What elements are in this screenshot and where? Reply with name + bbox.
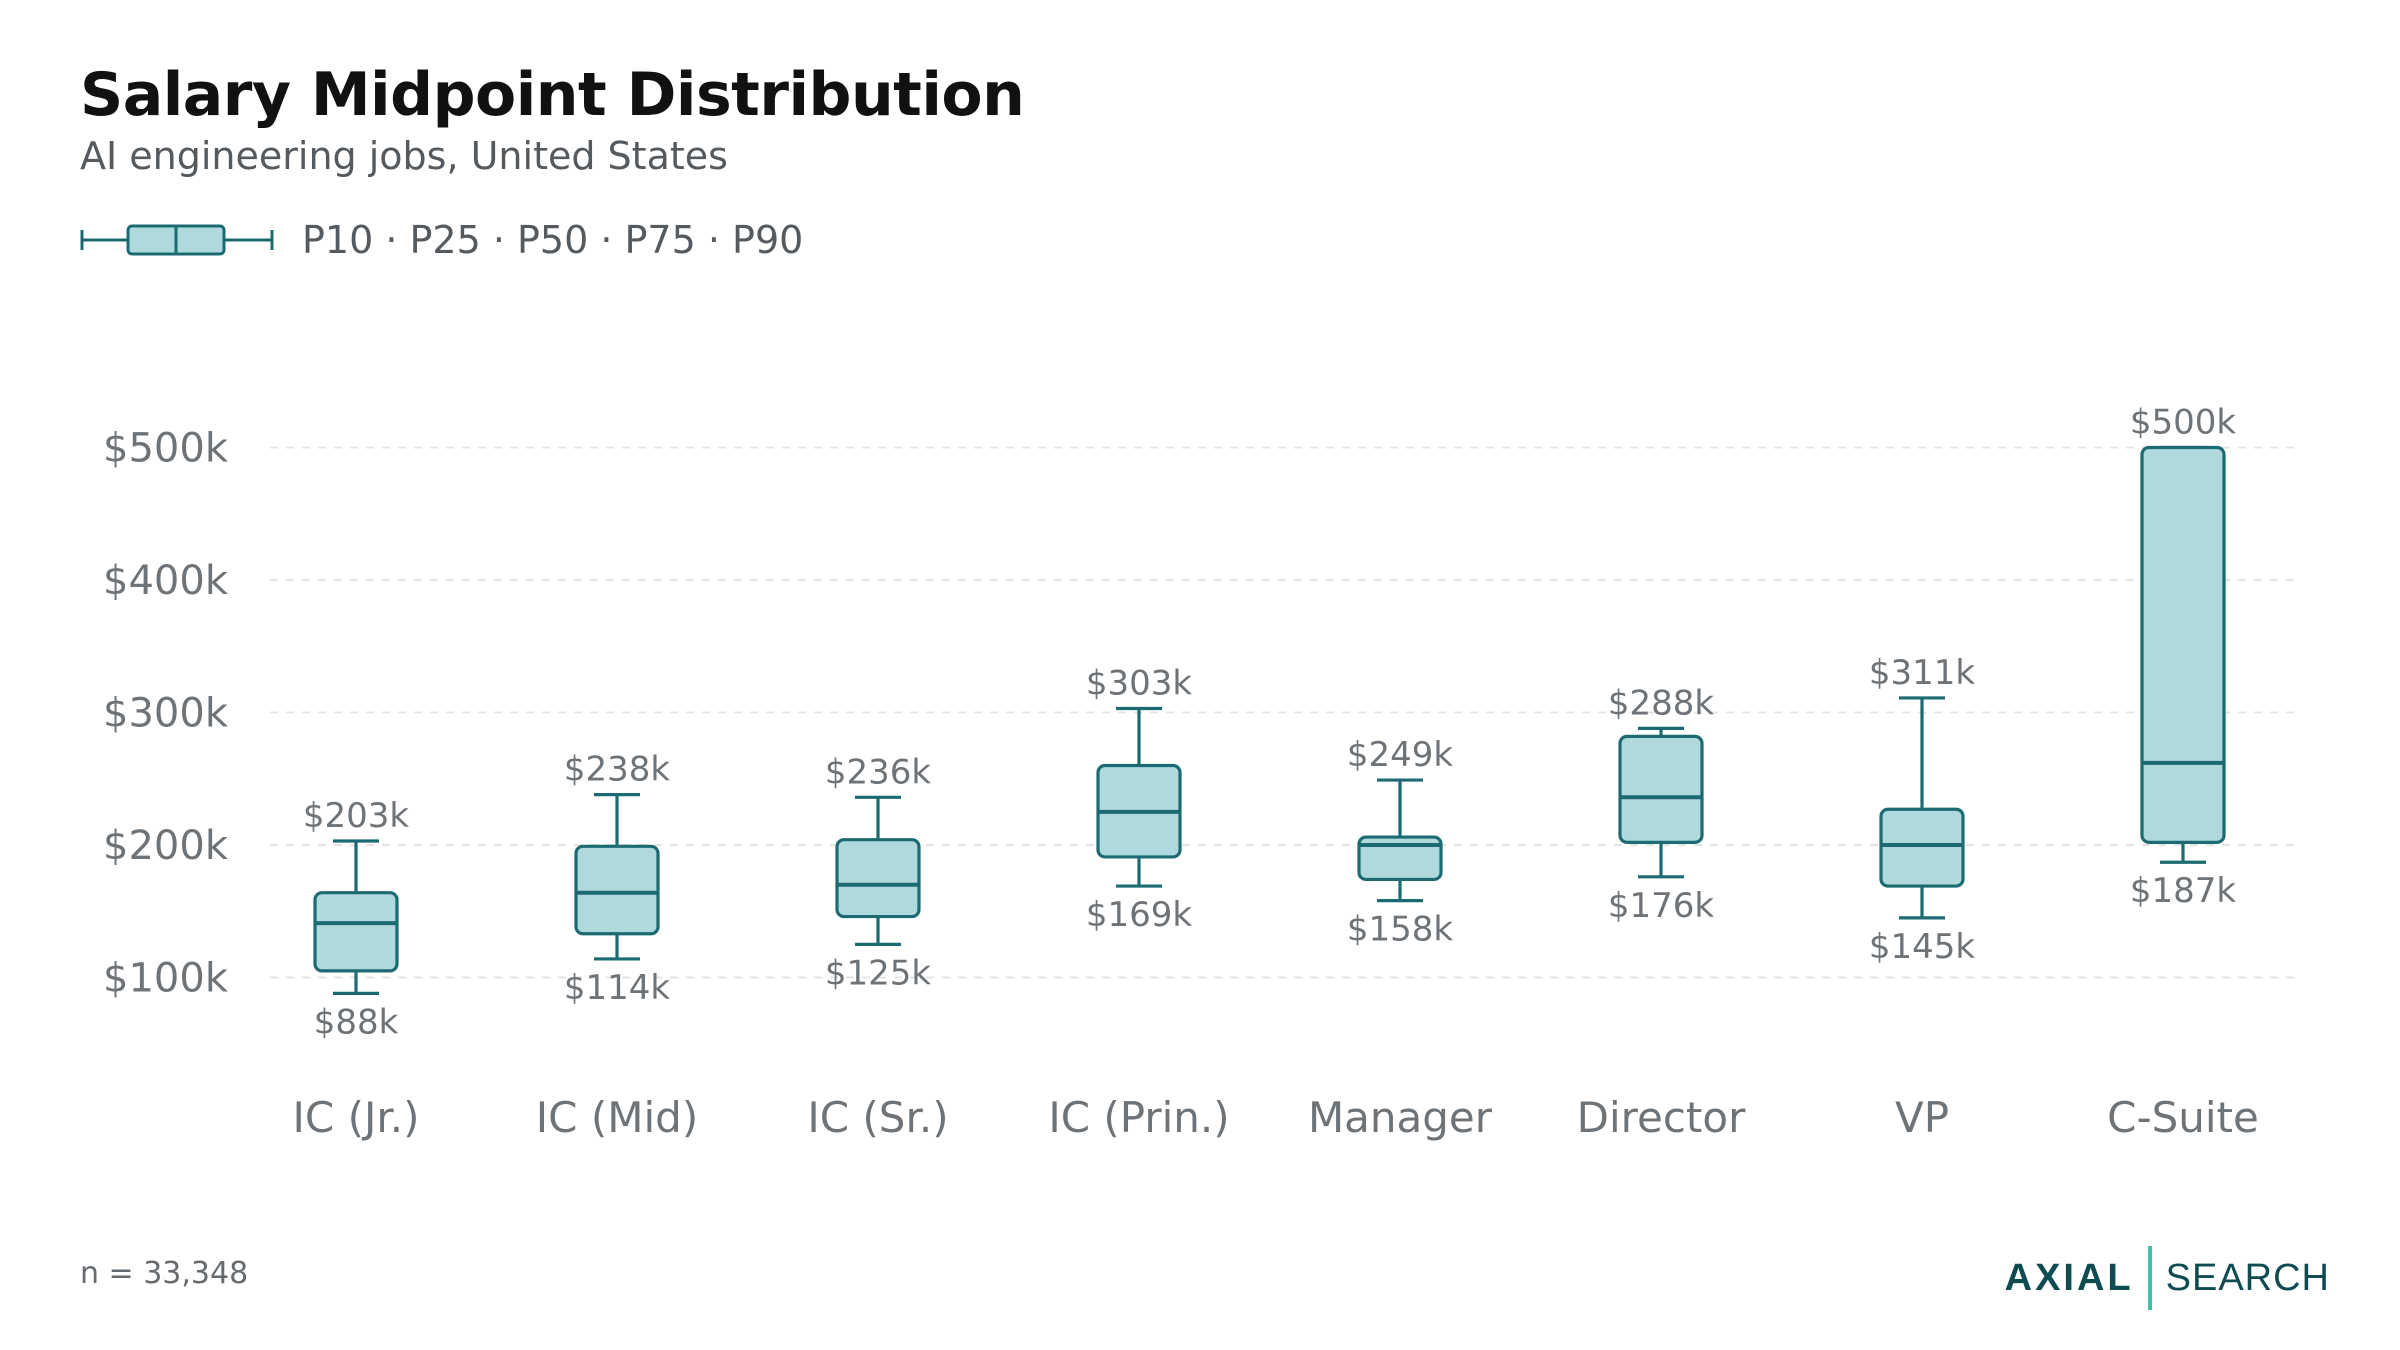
p90-label: $288k — [1608, 683, 1715, 723]
y-tick-label: $400k — [103, 558, 229, 604]
brand-name-left: AXIAL — [2004, 1256, 2134, 1299]
p10-label: $176k — [1608, 886, 1715, 926]
legend-label: P10 · P25 · P50 · P75 · P90 — [302, 218, 804, 262]
category-label: IC (Jr.) — [293, 1093, 420, 1142]
y-tick-label: $100k — [103, 956, 229, 1002]
p10-label: $158k — [1347, 910, 1454, 950]
p10-label: $88k — [314, 1002, 399, 1042]
p90-label: $303k — [1086, 664, 1193, 704]
p90-label: $238k — [564, 750, 671, 790]
iqr-box — [1879, 807, 1965, 888]
p90-label: $311k — [1869, 653, 1976, 693]
iqr-box — [1618, 734, 1704, 844]
p90-label: $500k — [2130, 403, 2237, 443]
category-label: Manager — [1308, 1093, 1493, 1142]
iqr-box — [2140, 445, 2226, 844]
y-tick-label: $200k — [103, 823, 229, 869]
chart-subtitle: AI engineering jobs, United States — [80, 134, 728, 178]
category-label: VP — [1895, 1093, 1949, 1142]
iqr-box — [835, 838, 921, 919]
p10-label: $125k — [825, 953, 932, 993]
legend: P10 · P25 · P50 · P75 · P90 — [80, 210, 803, 270]
category-label: IC (Prin.) — [1048, 1093, 1229, 1142]
brand-name-right: SEARCH — [2165, 1256, 2330, 1299]
p10-label: $145k — [1869, 927, 1976, 967]
y-tick-label: $300k — [103, 691, 229, 737]
p90-label: $249k — [1347, 735, 1454, 775]
boxplot-legend-icon — [80, 224, 274, 256]
p10-label: $114k — [564, 968, 671, 1008]
category-label: IC (Sr.) — [807, 1093, 948, 1142]
p10-label: $169k — [1086, 895, 1193, 935]
p10-label: $187k — [2130, 871, 2237, 911]
p90-label: $203k — [303, 796, 410, 836]
category-label: IC (Mid) — [536, 1093, 698, 1142]
brand-divider — [2147, 1246, 2152, 1310]
category-label: C-Suite — [2107, 1093, 2259, 1142]
iqr-box — [1357, 835, 1443, 882]
y-tick-label: $500k — [103, 426, 229, 472]
p90-label: $236k — [825, 752, 932, 792]
category-label: Director — [1577, 1093, 1746, 1142]
brand-logo: AXIAL SEARCH — [2005, 1244, 2330, 1312]
iqr-box — [574, 844, 660, 936]
chart-title: Salary Midpoint Distribution — [80, 60, 1025, 130]
sample-size-note: n = 33,348 — [80, 1256, 249, 1291]
iqr-box — [313, 891, 399, 973]
